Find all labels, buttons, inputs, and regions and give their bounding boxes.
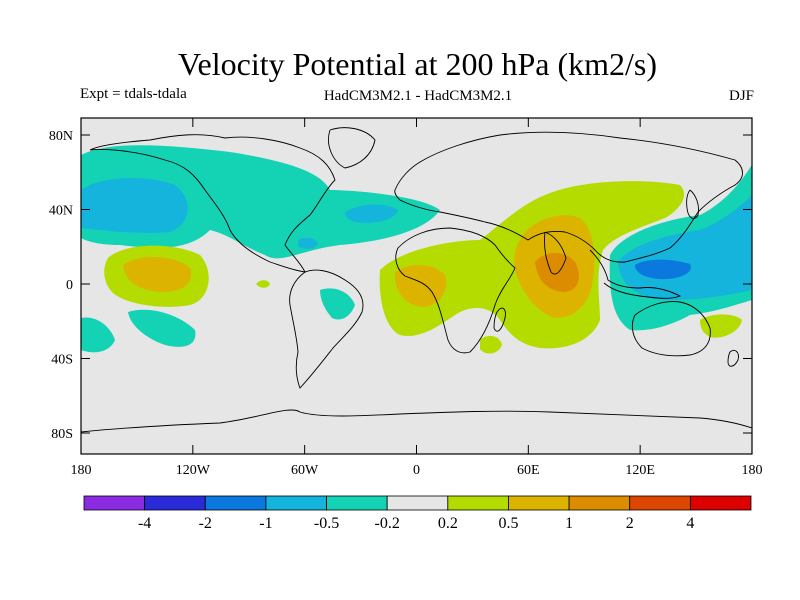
- contour-region-south-africa-small: [480, 335, 502, 354]
- lon-tick-label: 180: [71, 463, 92, 478]
- model-comparison-label: HadCM3M2.1 - HadCM3M2.1: [323, 88, 513, 104]
- contour-region-central-america-core: [298, 237, 318, 249]
- lon-tick-label: 120E: [625, 463, 655, 478]
- colorbar-label: 2: [626, 515, 634, 532]
- contour-region-africa-core: [394, 264, 447, 307]
- contour-region-south-pacific-east: [128, 309, 196, 347]
- colorbar-label: 4: [686, 515, 694, 532]
- colorbar-swatch: [144, 495, 206, 511]
- lat-tick-label: 80S: [51, 427, 73, 442]
- colorbar-swatch: [508, 495, 570, 511]
- season-label: DJF: [728, 88, 754, 104]
- contour-region-caribbean-small: [256, 280, 270, 288]
- lat-tick-label: 0: [66, 278, 73, 293]
- coastline-antarctica: [81, 409, 752, 433]
- lon-tick-label: 60E: [517, 463, 540, 478]
- colorbar: -4 -2 -1 -0.5 -0.2 0.2 0.5 1 2 4: [83, 495, 752, 532]
- lat-tick-label: 40S: [51, 353, 73, 368]
- coastline-southeast-asia: [589, 249, 682, 299]
- colorbar-swatch: [447, 495, 509, 511]
- colorbar-swatch: [83, 495, 146, 511]
- colorbar-label: -0.5: [314, 515, 339, 532]
- longitude-axis: 180 120W 60W 0 60E 120E 180: [71, 118, 762, 478]
- coastline-japan: [686, 189, 699, 219]
- lon-tick-label: 60W: [291, 463, 319, 478]
- contour-region-south-pacific-west: [81, 317, 115, 353]
- colorbar-label: -0.2: [375, 515, 400, 532]
- coastline-south-america: [289, 269, 364, 389]
- lat-tick-label: 40N: [49, 204, 73, 219]
- coastline-new-zealand: [727, 349, 739, 367]
- colorbar-swatch: [204, 495, 267, 511]
- colorbar-label: 0.2: [438, 515, 458, 532]
- map-field: [81, 118, 752, 454]
- colorbar-swatch: [326, 495, 388, 511]
- contour-region-north-pacific-core: [81, 178, 188, 233]
- colorbar-label: 0.5: [498, 515, 518, 532]
- lat-tick-label: 80N: [49, 129, 73, 144]
- colorbar-label: -1: [259, 515, 272, 532]
- colorbar-swatch: [568, 495, 631, 511]
- colorbar-swatch: [386, 495, 449, 511]
- colorbar-label: -4: [138, 515, 151, 532]
- colorbar-swatch: [265, 495, 327, 511]
- contour-region-south-america: [320, 288, 355, 320]
- contour-region-north-atlantic-core: [345, 204, 398, 223]
- contour-region-maritime-continent-core: [635, 259, 691, 280]
- lon-tick-label: 180: [741, 463, 762, 478]
- coastlines: [81, 127, 752, 433]
- map-title: Velocity Potential at 200 hPa (km2/s): [177, 46, 658, 82]
- colorbar-swatch: [629, 495, 691, 511]
- contour-region-east-pacific-core: [123, 257, 191, 293]
- colorbar-swatch: [689, 495, 752, 511]
- coastline-australia: [631, 301, 711, 357]
- lon-tick-label: 120W: [176, 463, 211, 478]
- coastline-eurasia: [394, 131, 743, 263]
- coastline-north-america: [89, 134, 336, 273]
- colorbar-label: 1: [565, 515, 573, 532]
- lon-tick-label: 0: [413, 463, 420, 478]
- coastline-africa: [395, 227, 516, 354]
- colorbar-label: -2: [199, 515, 212, 532]
- contour-region-indian-ocean-peak: [535, 253, 579, 292]
- coastline-india: [544, 231, 567, 275]
- experiment-label: Expt = tdals-tdala: [80, 86, 187, 102]
- coastline-madagascar: [493, 307, 506, 332]
- latitude-axis: 80N 40N 0 40S 80S: [49, 129, 752, 442]
- coastline-greenland: [328, 127, 376, 169]
